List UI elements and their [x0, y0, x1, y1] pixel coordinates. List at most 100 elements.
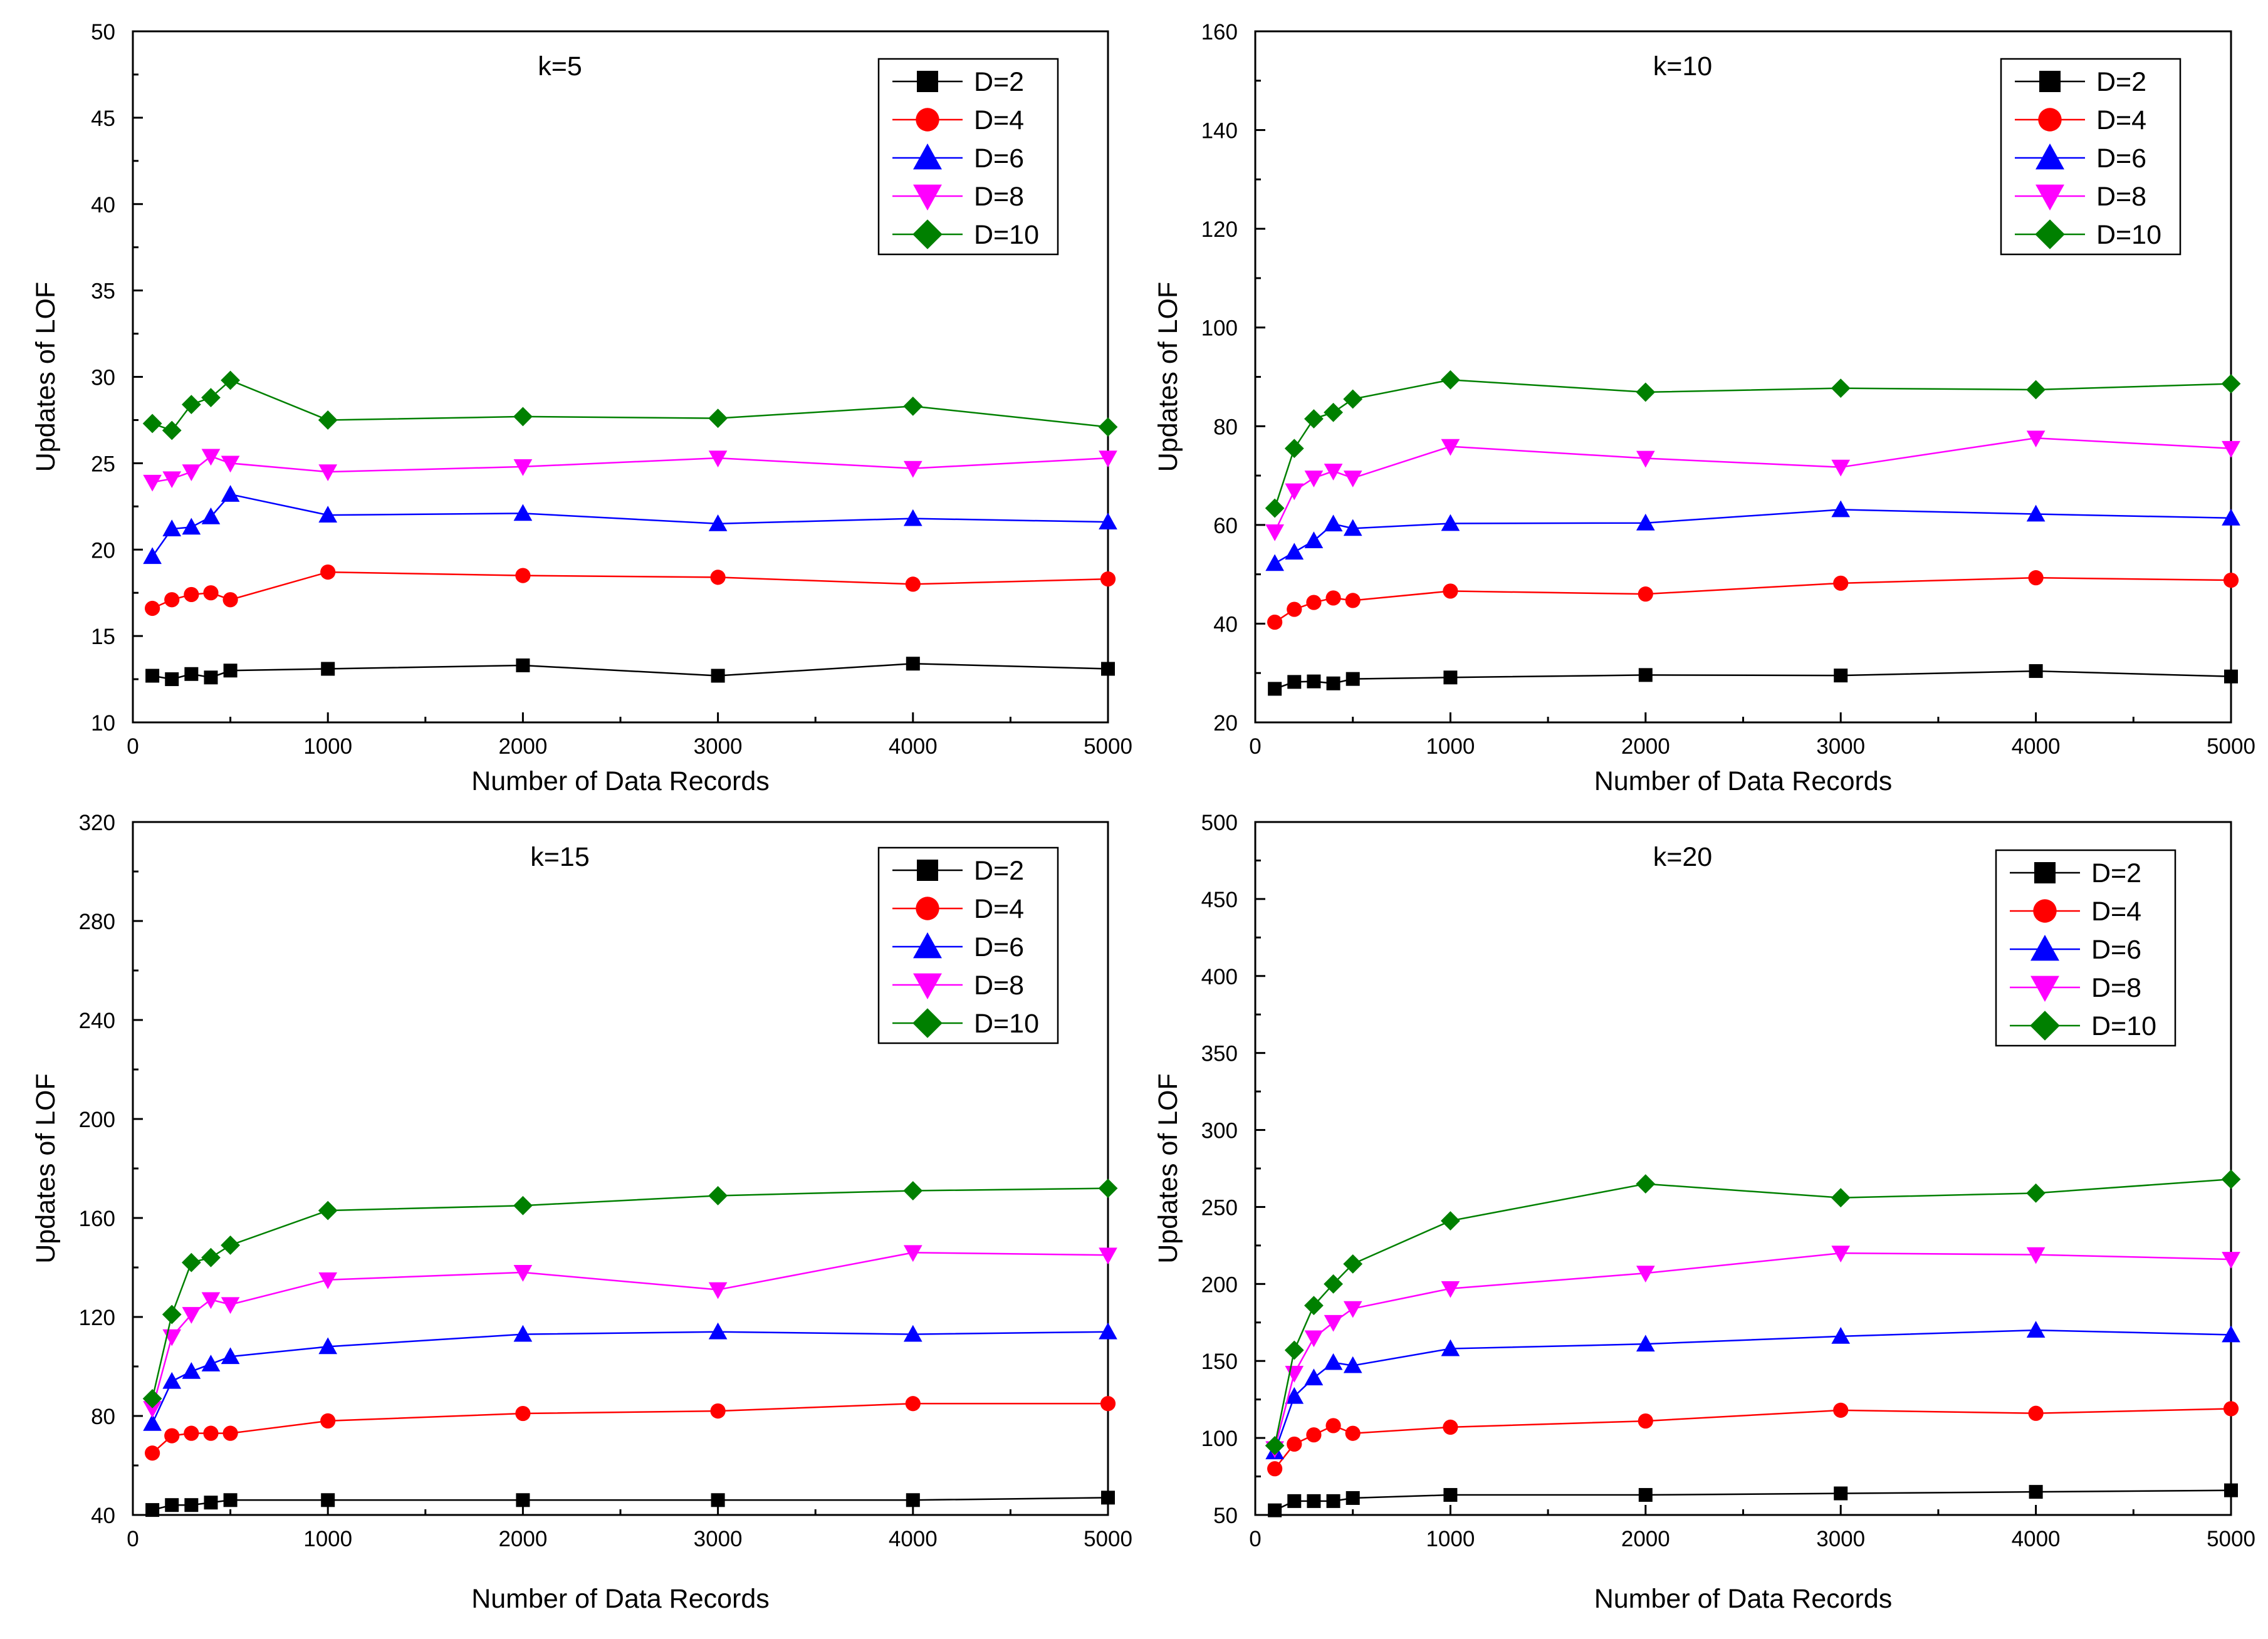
- legend-marker: [2038, 108, 2062, 132]
- legend-marker: [912, 1008, 943, 1038]
- series-line: [1274, 1489, 2232, 1511]
- data-point: [1345, 1425, 1361, 1441]
- legend-marker: [917, 71, 938, 92]
- data-point: [1638, 1413, 1653, 1429]
- data-point: [1287, 675, 1302, 689]
- legend-label: D=6: [974, 932, 1024, 962]
- x-tick-label: 2000: [498, 1527, 547, 1551]
- x-tick-label: 0: [1249, 734, 1261, 759]
- data-point: [1638, 1488, 1653, 1502]
- data-point: [1306, 1427, 1322, 1443]
- data-point: [221, 1236, 240, 1255]
- data-point: [516, 658, 530, 673]
- legend: D=2 D=4 D=6 D=8 D=10: [2000, 58, 2182, 256]
- data-point: [1831, 1327, 1851, 1344]
- x-tick-label: 3000: [694, 1527, 743, 1551]
- series-d2: [1268, 1483, 2238, 1517]
- legend-label: D=6: [2091, 935, 2141, 965]
- data-point: [164, 592, 180, 608]
- y-tick-label: 160: [79, 1207, 115, 1231]
- series-d8: [1265, 1246, 2240, 1459]
- data-point: [1304, 1368, 1324, 1386]
- data-point: [2224, 669, 2238, 684]
- y-axis-title: Updates of LOF: [31, 1073, 61, 1264]
- data-point: [513, 459, 533, 476]
- data-point: [145, 1503, 160, 1517]
- legend-label: D=4: [2091, 897, 2141, 927]
- data-point: [1636, 450, 1655, 468]
- data-point: [1100, 571, 1116, 587]
- legend-label: D=2: [974, 67, 1024, 97]
- data-point: [321, 662, 335, 676]
- series-d8: [143, 1245, 1117, 1418]
- legend-label: D=6: [2096, 143, 2146, 174]
- y-tick-label: 450: [1201, 888, 1238, 912]
- x-tick-label: 4000: [2012, 1527, 2061, 1551]
- series-d6: [143, 485, 1117, 565]
- y-tick-label: 120: [79, 1306, 115, 1330]
- data-point: [1343, 471, 1362, 487]
- data-point: [1346, 672, 1360, 686]
- data-point: [204, 670, 218, 685]
- data-point: [1285, 483, 1304, 501]
- panel-title: k=10: [1653, 51, 1712, 81]
- data-point: [1834, 1486, 1848, 1501]
- y-tick-label: 45: [91, 107, 115, 131]
- data-point: [1324, 1353, 1343, 1370]
- data-point: [1441, 1211, 1460, 1231]
- series-d10: [142, 1179, 1118, 1408]
- series-line: [152, 493, 1109, 558]
- y-tick-label: 240: [79, 1009, 115, 1033]
- data-point: [1324, 464, 1343, 481]
- legend-marker: [2030, 976, 2059, 1002]
- data-point: [1326, 1494, 1340, 1508]
- y-tick-label: 40: [1213, 612, 1238, 637]
- data-point: [162, 1304, 182, 1324]
- legend-label: D=4: [974, 894, 1024, 924]
- series-line: [151, 1187, 1109, 1399]
- x-tick-label: 4000: [889, 1527, 938, 1551]
- data-point: [2223, 1401, 2239, 1417]
- data-point: [1831, 500, 1851, 518]
- data-point: [142, 414, 162, 434]
- legend-marker: [2035, 219, 2065, 249]
- series-line: [1273, 1329, 2232, 1452]
- y-tick-label: 150: [1201, 1350, 1238, 1374]
- y-tick-label: 200: [1201, 1272, 1238, 1297]
- x-tick-label: 5000: [2207, 734, 2255, 759]
- chart-panel-3: 40 80 120 160 200 240 280 320 0 1000 2000 3000 4000 5…: [31, 811, 1132, 1614]
- legend-marker: [912, 219, 943, 249]
- data-point: [182, 1307, 201, 1324]
- data-point: [318, 1200, 338, 1220]
- chart-panel-2: 20 40 60 80 100 120 140 160 0 1000 2000 3000 4000 500…: [1153, 20, 2255, 796]
- data-point: [2029, 664, 2043, 679]
- series-d10: [142, 370, 1118, 440]
- data-point: [1636, 1174, 1656, 1194]
- series-line: [1274, 1408, 2232, 1470]
- data-point: [1831, 459, 1851, 477]
- series-d2: [145, 657, 1115, 687]
- data-point: [184, 1498, 199, 1512]
- legend-marker: [916, 897, 939, 920]
- data-point: [318, 464, 338, 482]
- data-point: [222, 592, 238, 608]
- legend-box: [877, 58, 1059, 256]
- legend-marker: [913, 973, 942, 999]
- data-point: [1343, 1356, 1362, 1373]
- data-point: [162, 1371, 182, 1389]
- data-point: [708, 1282, 728, 1299]
- data-point: [221, 455, 240, 473]
- data-point: [1831, 1246, 1851, 1263]
- series-d10: [1265, 1169, 2241, 1455]
- y-axis-title: Updates of LOF: [1153, 1073, 1183, 1264]
- x-axis-title: Number of Data Records: [1594, 1584, 1893, 1614]
- x-tick-label: 5000: [2207, 1527, 2255, 1551]
- data-point: [1343, 389, 1363, 409]
- data-point: [708, 1186, 728, 1205]
- data-point: [905, 1396, 921, 1412]
- series-d4: [1267, 1401, 2239, 1477]
- legend-box: [877, 846, 1059, 1044]
- legend-label: D=2: [2091, 858, 2141, 888]
- x-axis-title: Number of Data Records: [471, 766, 770, 796]
